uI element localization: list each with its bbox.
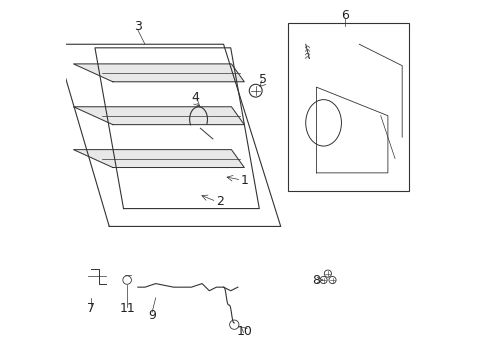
Text: 8: 8 [313, 274, 320, 287]
Text: 7: 7 [87, 302, 96, 315]
Text: 6: 6 [341, 9, 349, 22]
Polygon shape [74, 64, 245, 82]
Text: 5: 5 [259, 73, 267, 86]
Text: 1: 1 [241, 174, 249, 186]
Text: 3: 3 [134, 20, 142, 33]
Polygon shape [74, 107, 245, 125]
Text: 9: 9 [148, 309, 156, 322]
Text: 11: 11 [119, 302, 135, 315]
Text: 2: 2 [216, 195, 224, 208]
Polygon shape [74, 150, 245, 167]
Bar [288, 23, 409, 191]
Text: 4: 4 [191, 91, 199, 104]
Text: 10: 10 [237, 325, 253, 338]
